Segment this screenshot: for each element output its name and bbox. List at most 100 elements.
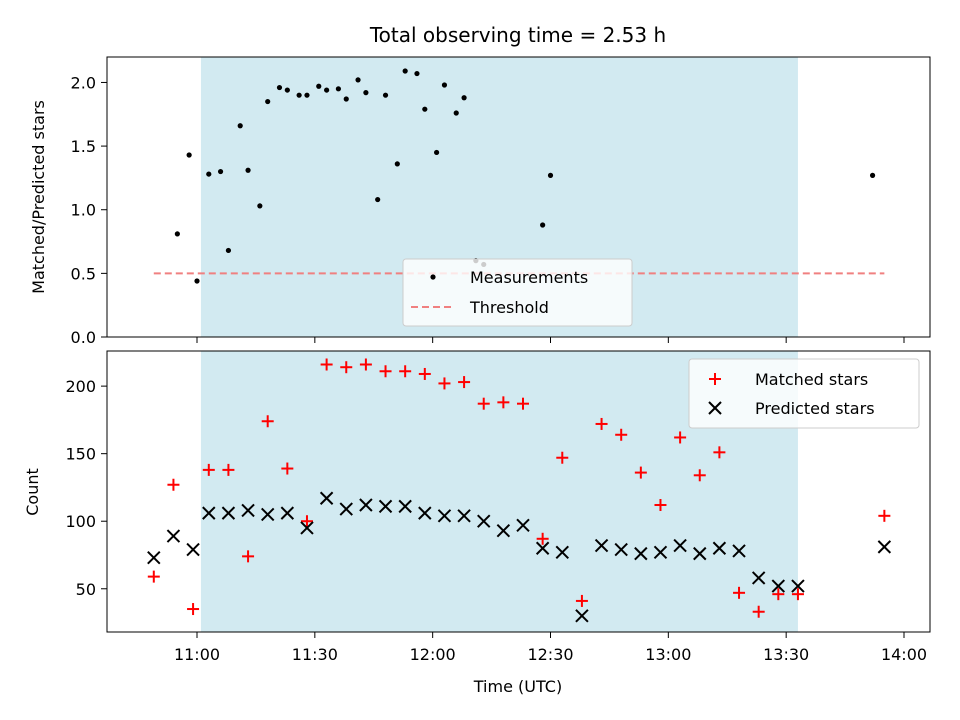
predicted-star-marker (516, 518, 530, 532)
legend-label-matched-stars: Matched stars (755, 370, 868, 389)
matched-star-marker (340, 361, 353, 374)
predicted-star-marker (693, 546, 707, 561)
legend-marker-predicted-stars (708, 401, 722, 415)
time-x-axis-label: Time (UTC) (473, 677, 562, 696)
matched-star-marker (713, 446, 726, 459)
predicted-star-marker (751, 571, 766, 585)
measurement-point (414, 70, 420, 77)
predicted-star-marker (653, 545, 668, 560)
matched-star-marker (575, 594, 588, 607)
matched-star-marker (458, 376, 471, 389)
predicted-star-marker (634, 546, 648, 561)
measurement-point (284, 87, 290, 93)
measurement-point (335, 86, 341, 92)
measurement-point (194, 278, 200, 284)
measurement-point (265, 98, 271, 105)
predicted-star-marker (496, 523, 511, 538)
matched-star-marker (438, 377, 451, 390)
predicted-star-marker (300, 521, 314, 535)
predicted-star-marker (186, 542, 200, 557)
measurement-point (394, 161, 400, 167)
measurement-point (441, 82, 448, 88)
matched-star-marker (167, 478, 180, 491)
predicted-star-marker (147, 550, 161, 565)
count-plot-frame (106, 350, 931, 633)
matched-star-marker (791, 588, 804, 601)
measurement-point (296, 92, 302, 98)
measurement-point (186, 152, 192, 158)
matched-star-marker (693, 469, 706, 482)
predicted-star-markers (147, 491, 892, 623)
matched-star-marker (261, 415, 274, 428)
time-x-axis: 11:00 11:30 12:00 12:30 13:00 13:30 14:00 (174, 632, 927, 664)
matched-star-marker (615, 428, 628, 441)
ratio-y-tick-label: 1.0 (71, 201, 96, 220)
measurement-point (276, 84, 283, 91)
ratio-y-tick-label: 0.5 (71, 264, 96, 283)
matched-star-marker (320, 358, 333, 371)
matched-star-marker (517, 397, 530, 410)
time-x-tick-label: 13:30 (763, 645, 809, 664)
legend-label-predicted-stars: Predicted stars (755, 399, 875, 418)
measurement-point (433, 149, 440, 156)
count-y-tick-label: 150 (65, 445, 96, 464)
ratio-x-ticks (196, 337, 905, 343)
matched-star-marker (536, 532, 549, 545)
measurement-point (304, 92, 310, 98)
ratio-y-axis-label: Matched/Predicted stars (29, 100, 48, 294)
count-y-tick-label: 100 (65, 512, 96, 531)
measurement-point (869, 172, 876, 178)
matched-star-marker (187, 603, 200, 616)
matched-star-marker (878, 509, 891, 522)
matched-star-marker (477, 397, 490, 410)
count-y-tick-label: 200 (65, 377, 96, 396)
time-x-tick-label: 14:00 (881, 645, 927, 664)
matched-star-marker (300, 515, 313, 528)
predicted-star-marker (378, 499, 393, 514)
measurement-point (237, 123, 243, 129)
predicted-star-marker (437, 509, 452, 523)
matched-star-marker (634, 466, 647, 479)
predicted-star-marker (280, 506, 295, 520)
matched-star-marker (497, 396, 510, 409)
measurement-point (174, 231, 180, 237)
ratio-y-tick-label: 2.0 (71, 73, 96, 92)
count-y-tick-label: 50 (76, 580, 96, 599)
predicted-star-marker (457, 509, 471, 523)
ratio-legend-box (402, 258, 633, 327)
predicted-star-marker (877, 540, 892, 554)
measurement-point (245, 167, 251, 173)
predicted-star-marker (535, 541, 550, 555)
predicted-star-marker (166, 529, 181, 543)
predicted-star-marker (594, 538, 609, 553)
predicted-star-marker (260, 507, 275, 522)
time-x-tick-label: 12:00 (410, 645, 456, 664)
matched-star-marker (772, 588, 785, 601)
count-legend-box (688, 358, 920, 429)
measurement-point (363, 90, 369, 96)
ratio-panel: 0.00.51.01.52.0 Matched/Predicted stars … (29, 56, 931, 347)
count-legend: Matched stars Predicted stars (688, 358, 920, 429)
matched-star-marker (379, 365, 392, 378)
predicted-star-marker (418, 506, 432, 520)
time-x-tick-label: 13:00 (645, 645, 691, 664)
chart-title: Total observing time = 2.53 h (369, 23, 666, 47)
predicted-star-marker (732, 544, 746, 558)
measurement-point (375, 196, 381, 203)
legend-marker-matched-stars (709, 373, 721, 385)
ratio-plot-frame (106, 56, 931, 338)
matched-star-marker (556, 451, 569, 464)
measurement-point (217, 168, 224, 175)
matched-star-marker (654, 499, 667, 512)
measurement-point (316, 83, 322, 89)
matched-star-marker (418, 367, 431, 380)
matched-star-marker (222, 463, 235, 476)
measurement-point (453, 110, 459, 116)
predicted-star-marker (771, 579, 786, 593)
measurement-point (206, 171, 212, 177)
legend-label-measurements: Measurements (470, 268, 588, 287)
predicted-star-marker (241, 503, 255, 518)
matched-star-marker (399, 365, 412, 378)
ratio-legend: Measurements Threshold (402, 258, 633, 327)
predicted-star-marker (673, 538, 687, 553)
